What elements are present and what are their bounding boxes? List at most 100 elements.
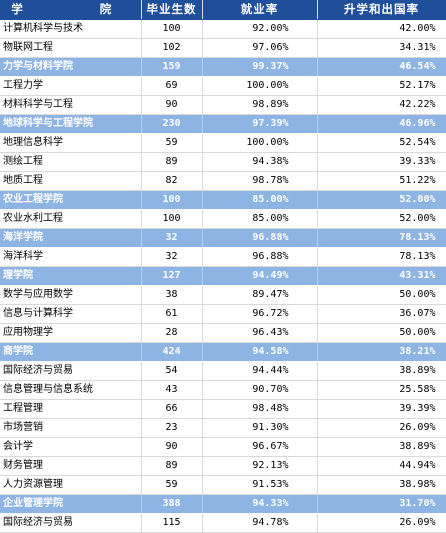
- cell-employment-rate: 94.58%: [202, 342, 318, 362]
- cell-employment-rate: 100.00%: [202, 76, 318, 96]
- cell-graduates: 115: [141, 513, 203, 533]
- cell-name: 信息管理与信息系统: [0, 380, 142, 400]
- cell-employment-rate: 97.39%: [202, 114, 318, 134]
- cell-employment-rate: 94.38%: [202, 152, 318, 172]
- table-body: 计算机科学与技术 100 92.00% 42.00% 物联网工程 102 97.06% 34.…: [0, 19, 446, 533]
- cell-employment-rate: 92.00%: [202, 19, 318, 39]
- cell-further-study-rate: 25.58%: [317, 380, 446, 400]
- cell-name: 市场营销: [0, 418, 142, 438]
- table-row: 国际经济与贸易 115 94.78% 26.09%: [0, 513, 446, 533]
- cell-employment-rate: 90.70%: [202, 380, 318, 400]
- cell-employment-rate: 91.53%: [202, 475, 318, 495]
- cell-further-study-rate: 39.33%: [317, 152, 446, 172]
- cell-name: 数学与应用数学: [0, 285, 142, 305]
- cell-employment-rate: 94.33%: [202, 494, 318, 514]
- cell-employment-rate: 98.78%: [202, 171, 318, 191]
- cell-graduates: 61: [141, 304, 203, 324]
- cell-graduates: 32: [141, 247, 203, 267]
- cell-name: 材料科学与工程: [0, 95, 142, 115]
- cell-name: 海洋科学: [0, 247, 142, 267]
- cell-further-study-rate: 51.22%: [317, 171, 446, 191]
- cell-employment-rate: 94.49%: [202, 266, 318, 286]
- cell-employment-rate: 98.89%: [202, 95, 318, 115]
- cell-graduates: 89: [141, 152, 203, 172]
- cell-graduates: 90: [141, 437, 203, 457]
- cell-name: 测绘工程: [0, 152, 142, 172]
- table-row: 信息管理与信息系统 43 90.70% 25.58%: [0, 380, 446, 400]
- cell-name: 国际经济与贸易: [0, 361, 142, 381]
- cell-name: 物联网工程: [0, 38, 142, 58]
- cell-graduates: 38: [141, 285, 203, 305]
- table-row: 农业水利工程 100 85.00% 52.00%: [0, 209, 446, 229]
- cell-graduates: 89: [141, 456, 203, 476]
- cell-further-study-rate: 34.31%: [317, 38, 446, 58]
- cell-graduates: 23: [141, 418, 203, 438]
- cell-graduates: 54: [141, 361, 203, 381]
- cell-graduates: 100: [141, 209, 203, 229]
- cell-name: 力学与材料学院: [0, 57, 142, 77]
- cell-graduates: 159: [141, 57, 203, 77]
- cell-graduates: 127: [141, 266, 203, 286]
- table-row: 地质工程 82 98.78% 51.22%: [0, 171, 446, 191]
- cell-name: 财务管理: [0, 456, 142, 476]
- cell-further-study-rate: 44.94%: [317, 456, 446, 476]
- cell-name: 工程管理: [0, 399, 142, 419]
- cell-further-study-rate: 78.13%: [317, 247, 446, 267]
- table-row: 工程管理 66 98.48% 39.39%: [0, 399, 446, 419]
- table-row: 材料科学与工程 90 98.89% 42.22%: [0, 95, 446, 115]
- cell-further-study-rate: 38.21%: [317, 342, 446, 362]
- table-row: 国际经济与贸易 54 94.44% 38.89%: [0, 361, 446, 381]
- cell-name: 工程力学: [0, 76, 142, 96]
- cell-graduates: 388: [141, 494, 203, 514]
- cell-further-study-rate: 26.09%: [317, 418, 446, 438]
- cell-name: 地质工程: [0, 171, 142, 191]
- cell-name: 国际经济与贸易: [0, 513, 142, 533]
- cell-name: 海洋学院: [0, 228, 142, 248]
- cell-further-study-rate: 78.13%: [317, 228, 446, 248]
- cell-further-study-rate: 42.00%: [317, 19, 446, 39]
- cell-employment-rate: 98.48%: [202, 399, 318, 419]
- cell-further-study-rate: 43.31%: [317, 266, 446, 286]
- table-row: 应用物理学 28 96.43% 50.00%: [0, 323, 446, 343]
- cell-further-study-rate: 38.89%: [317, 437, 446, 457]
- cell-graduates: 69: [141, 76, 203, 96]
- cell-further-study-rate: 31.70%: [317, 494, 446, 514]
- cell-graduates: 90: [141, 95, 203, 115]
- college-summary-row: 地球科学与工程学院 230 97.39% 46.96%: [0, 114, 446, 134]
- cell-graduates: 43: [141, 380, 203, 400]
- cell-employment-rate: 96.43%: [202, 323, 318, 343]
- cell-name: 企业管理学院: [0, 494, 142, 514]
- header-further-study-rate: 升学和出国率: [317, 0, 446, 20]
- cell-employment-rate: 92.13%: [202, 456, 318, 476]
- cell-name: 商学院: [0, 342, 142, 362]
- table-row: 地理信息科学 59 100.00% 52.54%: [0, 133, 446, 153]
- cell-graduates: 32: [141, 228, 203, 248]
- cell-further-study-rate: 26.09%: [317, 513, 446, 533]
- cell-name: 地球科学与工程学院: [0, 114, 142, 134]
- cell-further-study-rate: 46.96%: [317, 114, 446, 134]
- cell-employment-rate: 97.06%: [202, 38, 318, 58]
- cell-graduates: 28: [141, 323, 203, 343]
- table-row: 物联网工程 102 97.06% 34.31%: [0, 38, 446, 58]
- cell-graduates: 100: [141, 19, 203, 39]
- cell-name: 农业水利工程: [0, 209, 142, 229]
- cell-employment-rate: 96.88%: [202, 228, 318, 248]
- cell-employment-rate: 94.44%: [202, 361, 318, 381]
- cell-name: 应用物理学: [0, 323, 142, 343]
- table-row: 计算机科学与技术 100 92.00% 42.00%: [0, 19, 446, 39]
- cell-graduates: 66: [141, 399, 203, 419]
- header-employment-rate: 就业率: [202, 0, 318, 20]
- cell-employment-rate: 91.30%: [202, 418, 318, 438]
- cell-employment-rate: 96.88%: [202, 247, 318, 267]
- header-graduates: 毕业生数: [141, 0, 203, 20]
- cell-employment-rate: 85.00%: [202, 190, 318, 210]
- college-summary-row: 力学与材料学院 159 99.37% 46.54%: [0, 57, 446, 77]
- table-row: 市场营销 23 91.30% 26.09%: [0, 418, 446, 438]
- cell-name: 会计学: [0, 437, 142, 457]
- cell-name: 人力资源管理: [0, 475, 142, 495]
- cell-further-study-rate: 52.00%: [317, 190, 446, 210]
- cell-graduates: 424: [141, 342, 203, 362]
- college-summary-row: 企业管理学院 388 94.33% 31.70%: [0, 494, 446, 514]
- cell-employment-rate: 96.72%: [202, 304, 318, 324]
